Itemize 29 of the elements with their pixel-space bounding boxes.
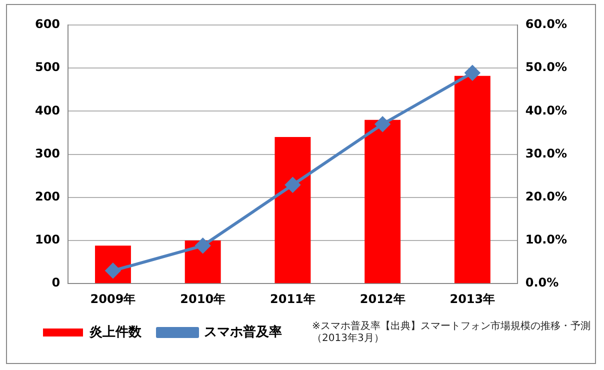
y2-tick-label: 20.0% [525, 190, 568, 204]
y-tick-label: 600 [34, 17, 60, 32]
point [464, 65, 480, 80]
x-tick-label: 2012年 [360, 292, 406, 306]
y-tick-label: 500 [34, 60, 60, 74]
y2-tick-label: 10.0% [525, 232, 568, 247]
point [285, 177, 300, 192]
y-tick-label: 0 [52, 276, 60, 290]
x-tick-label: 2010年 [180, 292, 226, 306]
y-tick-label: 300 [34, 146, 60, 160]
bar [364, 120, 401, 284]
bar [274, 137, 311, 284]
y-tick-label: 400 [34, 103, 60, 118]
x-tick-label: 2013年 [450, 292, 496, 306]
x-tick-label: 2009年 [90, 292, 136, 306]
y-tick-label: 200 [34, 190, 60, 204]
y-tick-label: 100 [34, 232, 60, 247]
point [375, 116, 390, 132]
legend-label: スマホ普及率 [204, 324, 282, 340]
bar [454, 76, 490, 284]
y2-tick-label: 30.0% [525, 146, 568, 160]
y2-tick-label: 50.0% [525, 60, 568, 74]
text: ※スマホ普及率【出典】スマートフォン市場規模の推移・予測（2013年3月） [312, 321, 592, 345]
x-tick-label: 2011年 [270, 292, 316, 306]
y2-tick-label: 0.0% [525, 276, 559, 290]
y2-tick-label: 40.0% [525, 103, 568, 118]
legend-label: 炎上件数 [88, 324, 142, 340]
y2-tick-label: 60.0% [525, 17, 568, 32]
point [195, 238, 210, 254]
